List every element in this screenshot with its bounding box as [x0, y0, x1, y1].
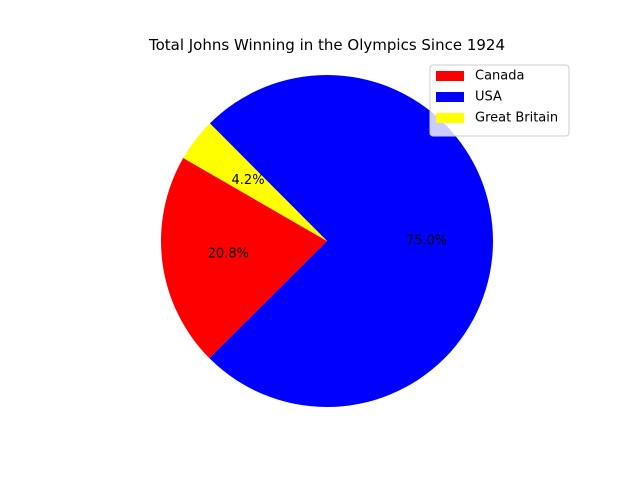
legend-frame [429, 64, 570, 137]
pie-slices [161, 75, 493, 407]
legend-swatch-great-britain [436, 113, 464, 123]
percentage-labels: 20.8% 75.0% 4.2% [208, 173, 448, 262]
pie-slice-usa [209, 75, 493, 407]
pie-slice-canada [161, 158, 327, 359]
legend-label-great-britain: Great Britain [475, 111, 558, 126]
legend-label-canada: Canada [475, 69, 524, 84]
legend: Canada USA Great Britain [429, 64, 570, 137]
pct-label-great-britain: 4.2% [232, 173, 265, 188]
legend-swatch-canada [436, 71, 464, 81]
legend-swatch-usa [436, 92, 464, 102]
pct-label-usa: 75.0% [406, 234, 447, 249]
chart-title: Total Johns Winning in the Olympics Sinc… [148, 36, 505, 54]
pct-label-canada: 20.8% [208, 246, 249, 261]
pie-slice-great-britain [183, 123, 327, 241]
legend-label-usa: USA [475, 90, 502, 105]
